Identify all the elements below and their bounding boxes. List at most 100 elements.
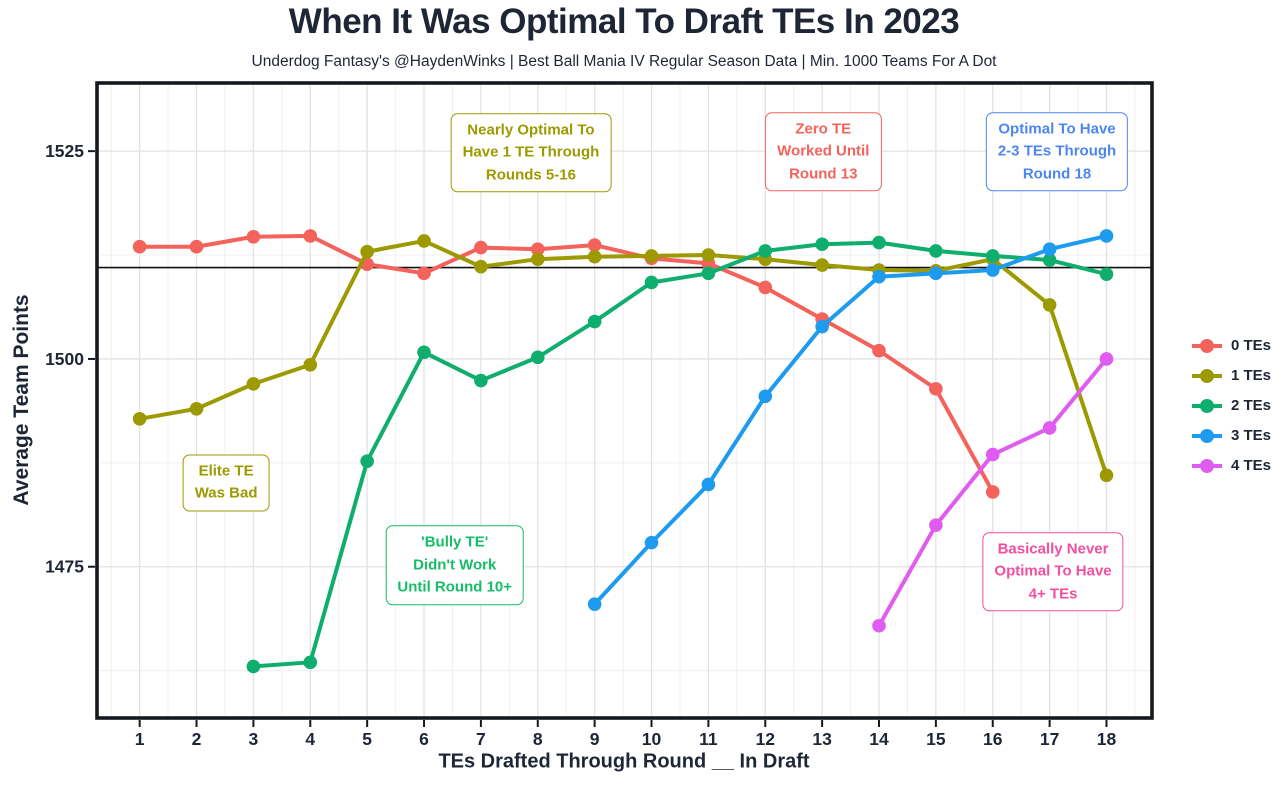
- data-point: [929, 244, 943, 258]
- series-line: [251, 240, 1109, 669]
- data-point: [1042, 253, 1057, 267]
- data-point: [701, 477, 716, 492]
- annotation-elite-te: Elite TE Was Bad: [182, 454, 270, 512]
- data-point: [872, 235, 886, 250]
- data-point: [132, 239, 147, 254]
- series-3-tes: [587, 229, 1114, 611]
- x-tick-label: 2: [192, 729, 202, 749]
- legend-item-0-tes: 0 TEs: [1192, 337, 1271, 354]
- legend-key-icon: [1192, 398, 1222, 413]
- x-tick-label: 13: [812, 729, 832, 749]
- legend-key-icon: [1192, 338, 1222, 353]
- data-point: [758, 280, 773, 295]
- series-2-tes: [246, 235, 1114, 674]
- x-tick-label: 5: [362, 729, 372, 749]
- x-tick-label: 11: [699, 729, 718, 749]
- plot-area: [97, 83, 1152, 718]
- x-tick-label: 8: [533, 729, 543, 749]
- data-point: [530, 252, 545, 267]
- data-point: [417, 266, 431, 281]
- data-point: [758, 389, 773, 404]
- x-axis-label: TEs Drafted Through Round __ In Draft: [438, 750, 810, 773]
- data-point: [1042, 421, 1057, 435]
- legend-label: 3 TEs: [1231, 427, 1272, 444]
- x-tick-label: 1: [135, 729, 145, 749]
- annotation-bully-te: 'Bully TE' Didn't Work Until Round 10+: [385, 525, 525, 605]
- data-point: [1099, 468, 1114, 483]
- annotation-zero-te: Zero TE Worked Until Round 13: [765, 112, 882, 192]
- data-point: [644, 249, 659, 263]
- plot-border: [95, 81, 1154, 720]
- data-point: [132, 411, 147, 426]
- legend-label: 0 TEs: [1231, 337, 1272, 354]
- x-tick-label: 6: [419, 729, 429, 749]
- legend-item-3-tes: 3 TEs: [1192, 427, 1271, 444]
- data-point: [1099, 267, 1114, 281]
- x-tick-label: 7: [476, 729, 486, 749]
- data-point: [815, 258, 829, 272]
- series-4-tes: [872, 352, 1114, 633]
- x-tick-label: 9: [590, 729, 600, 749]
- data-point: [246, 229, 261, 244]
- data-point: [189, 239, 204, 254]
- data-point: [587, 249, 602, 264]
- data-point: [360, 244, 374, 259]
- x-tick-label: 3: [249, 729, 259, 749]
- x-tick-label: 14: [869, 729, 889, 749]
- series-line: [137, 238, 1109, 478]
- data-point: [417, 234, 431, 248]
- legend-key-icon: [1192, 368, 1222, 383]
- data-point: [1042, 298, 1057, 312]
- chart-title: When It Was Optimal To Draft TEs In 2023: [288, 2, 960, 41]
- data-point: [985, 485, 1000, 499]
- data-point: [246, 377, 261, 391]
- legend-key-icon: [1192, 428, 1222, 443]
- annotation-optimal-2-3-tes: Optimal To Have 2-3 TEs Through Round 18: [985, 112, 1129, 192]
- data-point: [872, 269, 886, 284]
- legend-label: 2 TEs: [1231, 397, 1272, 414]
- data-point: [246, 659, 261, 674]
- x-tick-label: 16: [983, 729, 1003, 749]
- y-tick-label: 1525: [45, 141, 84, 161]
- data-point: [872, 343, 886, 358]
- legend-item-1-tes: 1 TEs: [1192, 367, 1271, 384]
- legend: 0 TEs 1 TEs 2 TEs 3 TEs 4 TEs: [1192, 337, 1271, 474]
- data-point: [1099, 352, 1114, 366]
- x-tick-label: 12: [756, 729, 776, 749]
- data-point: [815, 237, 829, 252]
- data-point: [701, 266, 716, 281]
- data-point: [929, 382, 943, 396]
- x-tick-label: 4: [305, 729, 315, 749]
- data-point: [644, 275, 659, 290]
- data-point: [587, 597, 602, 611]
- data-point: [303, 655, 318, 670]
- data-point: [587, 314, 602, 329]
- data-point: [701, 248, 716, 262]
- legend-item-2-tes: 2 TEs: [1192, 397, 1271, 414]
- annotation-basically-never-4plus: Basically Never Optimal To Have 4+ TEs: [982, 531, 1124, 612]
- data-point: [985, 447, 1000, 462]
- data-point: [189, 402, 204, 416]
- data-point: [815, 319, 829, 334]
- legend-label: 1 TEs: [1231, 367, 1272, 384]
- y-tick-label: 1500: [45, 349, 84, 369]
- y-tick-label: 1475: [45, 557, 84, 577]
- series-line: [592, 233, 1109, 607]
- data-point: [644, 535, 659, 550]
- data-point: [530, 242, 545, 257]
- data-point: [303, 229, 318, 243]
- chart-subtitle: Underdog Fantasy's @HaydenWinks | Best B…: [251, 53, 997, 70]
- legend-item-4-tes: 4 TEs: [1192, 457, 1271, 474]
- data-point: [1042, 242, 1057, 257]
- data-point: [985, 249, 1000, 263]
- data-point: [474, 373, 488, 388]
- data-point: [758, 244, 773, 258]
- data-point: [985, 263, 1000, 277]
- data-point: [360, 454, 374, 468]
- annotation-nearly-optimal-1te: Nearly Optimal To Have 1 TE Through Roun…: [450, 113, 612, 193]
- data-point: [872, 618, 886, 633]
- x-tick-label: 15: [926, 729, 946, 749]
- x-tick-label: 10: [642, 729, 662, 749]
